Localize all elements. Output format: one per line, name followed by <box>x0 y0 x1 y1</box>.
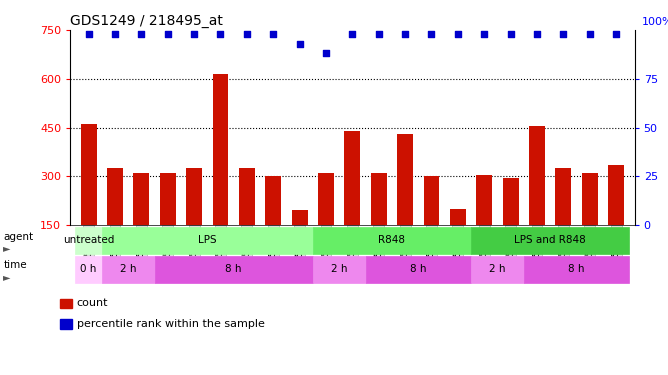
Point <box>611 31 621 37</box>
Text: count: count <box>77 298 108 308</box>
Point <box>321 50 331 56</box>
Text: LPS: LPS <box>198 236 216 245</box>
Text: ►: ► <box>3 243 11 253</box>
Bar <box>397 134 413 274</box>
Point <box>268 31 279 37</box>
Bar <box>186 168 202 274</box>
Point <box>399 31 410 37</box>
Text: ►: ► <box>3 272 11 282</box>
Point <box>295 40 305 46</box>
Bar <box>239 168 255 274</box>
Bar <box>160 173 176 274</box>
Bar <box>107 168 123 274</box>
Text: R848: R848 <box>379 236 405 245</box>
Bar <box>450 209 466 274</box>
Bar <box>81 124 96 274</box>
Bar <box>134 173 149 274</box>
Point <box>136 31 147 37</box>
Text: 8 h: 8 h <box>225 264 242 274</box>
Text: agent: agent <box>3 232 33 242</box>
Point <box>584 31 595 37</box>
Bar <box>529 126 545 274</box>
Bar <box>424 176 440 274</box>
Point <box>215 31 226 37</box>
Point <box>110 31 120 37</box>
Text: 8 h: 8 h <box>568 264 584 274</box>
Bar <box>212 74 228 274</box>
Text: 2 h: 2 h <box>331 264 347 274</box>
Point <box>479 31 490 37</box>
Point <box>242 31 253 37</box>
Point <box>452 31 463 37</box>
Text: GDS1249 / 218495_at: GDS1249 / 218495_at <box>70 13 223 28</box>
Text: percentile rank within the sample: percentile rank within the sample <box>77 319 265 329</box>
Point <box>558 31 568 37</box>
Bar <box>318 173 334 274</box>
Text: 8 h: 8 h <box>410 264 427 274</box>
Text: untreated: untreated <box>63 236 114 245</box>
Bar <box>582 173 598 274</box>
Bar <box>503 178 518 274</box>
Text: LPS and R848: LPS and R848 <box>514 236 586 245</box>
Bar <box>292 210 307 274</box>
Bar <box>265 176 281 274</box>
Point <box>426 31 437 37</box>
Point <box>505 31 516 37</box>
Point <box>189 31 200 37</box>
Bar <box>556 168 571 274</box>
Point <box>162 31 173 37</box>
Text: 2 h: 2 h <box>489 264 506 274</box>
Bar <box>371 173 387 274</box>
Bar <box>609 165 624 274</box>
Point <box>373 31 384 37</box>
Text: time: time <box>3 261 27 270</box>
Point <box>532 31 542 37</box>
Text: 100%: 100% <box>641 17 668 27</box>
Point <box>347 31 358 37</box>
Text: 2 h: 2 h <box>120 264 136 274</box>
Bar <box>345 131 360 274</box>
Text: 0 h: 0 h <box>80 264 97 274</box>
Point <box>84 31 94 37</box>
Bar <box>476 175 492 274</box>
